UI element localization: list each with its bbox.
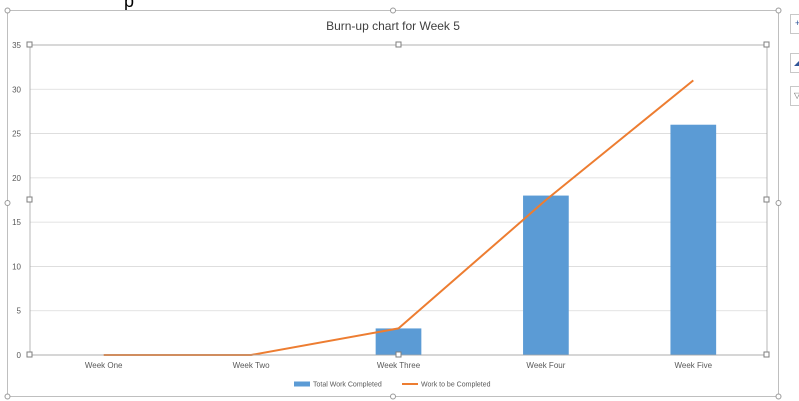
resize-handle[interactable] xyxy=(775,393,782,400)
resize-handle[interactable] xyxy=(390,7,396,14)
bar xyxy=(375,328,422,355)
plot-handle[interactable] xyxy=(395,41,402,48)
brush-icon: ◢ xyxy=(794,58,799,67)
bar xyxy=(523,195,569,355)
chart-styles-button[interactable]: ◢ xyxy=(790,53,799,73)
bar-series xyxy=(375,124,717,355)
x-axis-tick-labels: Week One Week Two Week Three Week Four Week … xyxy=(85,361,713,370)
plot-handle[interactable] xyxy=(763,196,770,203)
y-axis-tick-labels: 0 5 10 15 20 25 30 35 xyxy=(12,41,21,360)
y-tick-label: 5 xyxy=(17,307,22,316)
x-tick-label: Week Three xyxy=(377,361,421,370)
resize-handle[interactable] xyxy=(4,393,11,400)
chart-title: Burn-up chart for Week 5 xyxy=(326,19,460,33)
y-tick-label: 15 xyxy=(12,218,21,227)
bar xyxy=(670,124,717,355)
legend-label: Total Work Completed xyxy=(313,382,382,389)
resize-handle[interactable] xyxy=(4,200,11,206)
y-tick-label: 0 xyxy=(17,351,22,360)
chart-filters-button[interactable]: ▽ xyxy=(790,86,799,106)
x-tick-label: Week One xyxy=(85,361,123,370)
legend: Total Work Completed Work to be Completed xyxy=(294,381,491,389)
y-tick-label: 25 xyxy=(12,130,21,139)
plot-handle[interactable] xyxy=(763,41,770,48)
document-fragment: p xyxy=(124,0,135,11)
plot-handle[interactable] xyxy=(763,351,770,358)
resize-handle[interactable] xyxy=(775,7,782,14)
chart-area-handles[interactable] xyxy=(4,7,782,400)
resize-handle[interactable] xyxy=(4,7,11,14)
x-tick-label: Week Two xyxy=(233,361,271,370)
resize-handle[interactable] xyxy=(775,200,782,206)
plot-handle[interactable] xyxy=(26,196,33,203)
plus-icon: + xyxy=(795,18,799,28)
x-tick-label: Week Five xyxy=(674,361,712,370)
x-tick-label: Week Four xyxy=(526,361,565,370)
plot-area-handles[interactable] xyxy=(26,41,770,358)
plot-handle[interactable] xyxy=(26,351,33,358)
filter-icon: ▽ xyxy=(794,91,799,100)
y-tick-label: 35 xyxy=(12,41,21,50)
y-tick-label: 20 xyxy=(12,174,21,183)
y-tick-label: 30 xyxy=(12,85,21,94)
chart-elements-button[interactable]: + xyxy=(790,14,799,34)
plot-handle[interactable] xyxy=(26,41,33,48)
plot-handle[interactable] xyxy=(395,351,402,358)
legend-swatch-bar xyxy=(294,381,310,387)
y-tick-label: 10 xyxy=(12,262,21,271)
resize-handle[interactable] xyxy=(390,393,396,400)
legend-label: Work to be Completed xyxy=(421,382,491,389)
